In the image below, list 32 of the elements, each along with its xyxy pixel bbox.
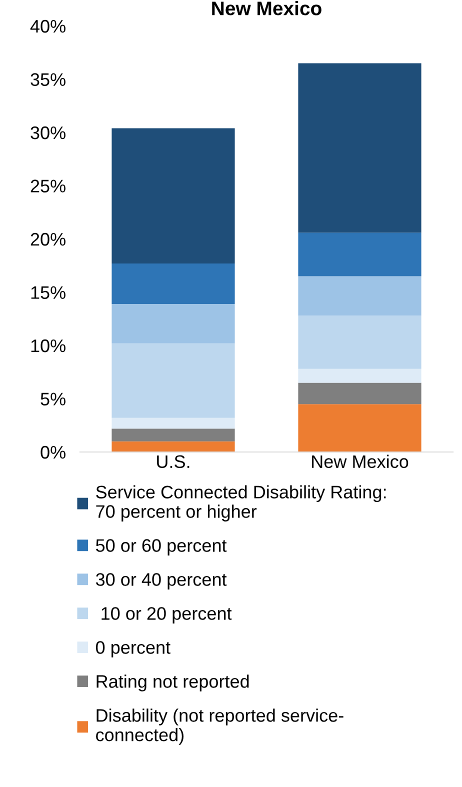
y-tick-label: 30% [30,126,66,140]
bar [112,441,235,452]
x-tick-label: U.S. [157,455,190,468]
bar [298,232,422,276]
bar [112,128,235,264]
legend-label: Disability (not reported service- connected) [96,708,344,745]
legend-label: Service Connected Disability Rating: 70 percent or higher [96,485,386,522]
bar [112,263,235,304]
y-tick-label: 20% [30,232,66,246]
y-tick-label: 10% [31,339,66,352]
bar [112,428,235,442]
legend-label: 0 percent [96,641,170,658]
bar [298,316,422,369]
bar [298,404,422,452]
y-tick-label: 5% [40,392,66,406]
bar [112,304,235,344]
bar [298,368,422,383]
legend-label: Rating not reported [96,674,249,692]
y-tick-label: 40% [30,20,66,33]
legend-label: 30 or 40 percent [96,573,227,590]
y-tick-label: 15% [31,286,66,299]
bar [298,63,422,233]
y-tick-label: 25% [30,180,66,192]
bar [298,382,422,404]
y-tick-label: 35% [30,73,66,86]
y-tick-label: 0% [40,446,66,459]
legend-label: 10 or 20 percent [102,607,232,624]
bar [112,418,235,429]
legend-label: 50 or 60 percent [96,539,227,556]
bar [298,276,422,316]
bar [112,343,235,418]
chart-title: New Mexico [212,1,322,16]
